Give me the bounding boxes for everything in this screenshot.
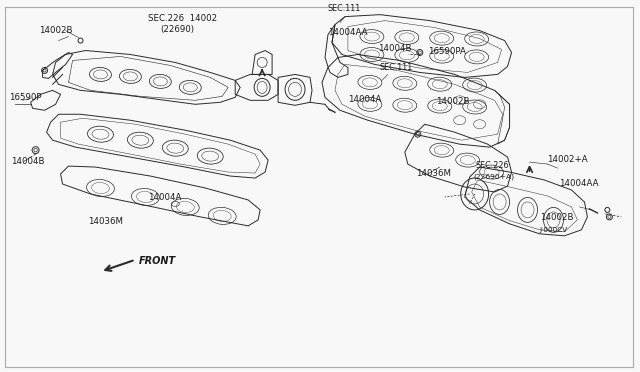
Text: (22690+A): (22690+A) — [474, 173, 515, 180]
Text: FRONT: FRONT — [138, 256, 175, 266]
Text: SEC.226: SEC.226 — [476, 161, 509, 170]
Text: 14002B: 14002B — [540, 213, 573, 222]
Text: 16590PA: 16590PA — [428, 48, 466, 57]
Text: 14036M: 14036M — [416, 169, 451, 178]
Text: 14004B: 14004B — [11, 157, 44, 166]
Text: SEC.111: SEC.111 — [380, 64, 413, 73]
Text: 16590P: 16590P — [9, 93, 41, 102]
Text: 14004AA: 14004AA — [559, 179, 599, 188]
Text: 14002B: 14002B — [38, 26, 72, 35]
Text: 14004A: 14004A — [148, 193, 182, 202]
Text: (22690): (22690) — [161, 25, 195, 33]
Text: SEC.226  14002: SEC.226 14002 — [148, 14, 218, 23]
Text: 14004B: 14004B — [378, 44, 412, 52]
Text: SEC.111: SEC.111 — [328, 4, 361, 13]
Text: 14004AA: 14004AA — [328, 28, 367, 36]
Text: J·000CV: J·000CV — [540, 227, 568, 233]
Text: 14036M: 14036M — [88, 217, 124, 226]
Text: 14002B: 14002B — [436, 97, 469, 106]
Text: 14002+A: 14002+A — [547, 155, 588, 164]
Text: 14004A: 14004A — [348, 95, 381, 104]
